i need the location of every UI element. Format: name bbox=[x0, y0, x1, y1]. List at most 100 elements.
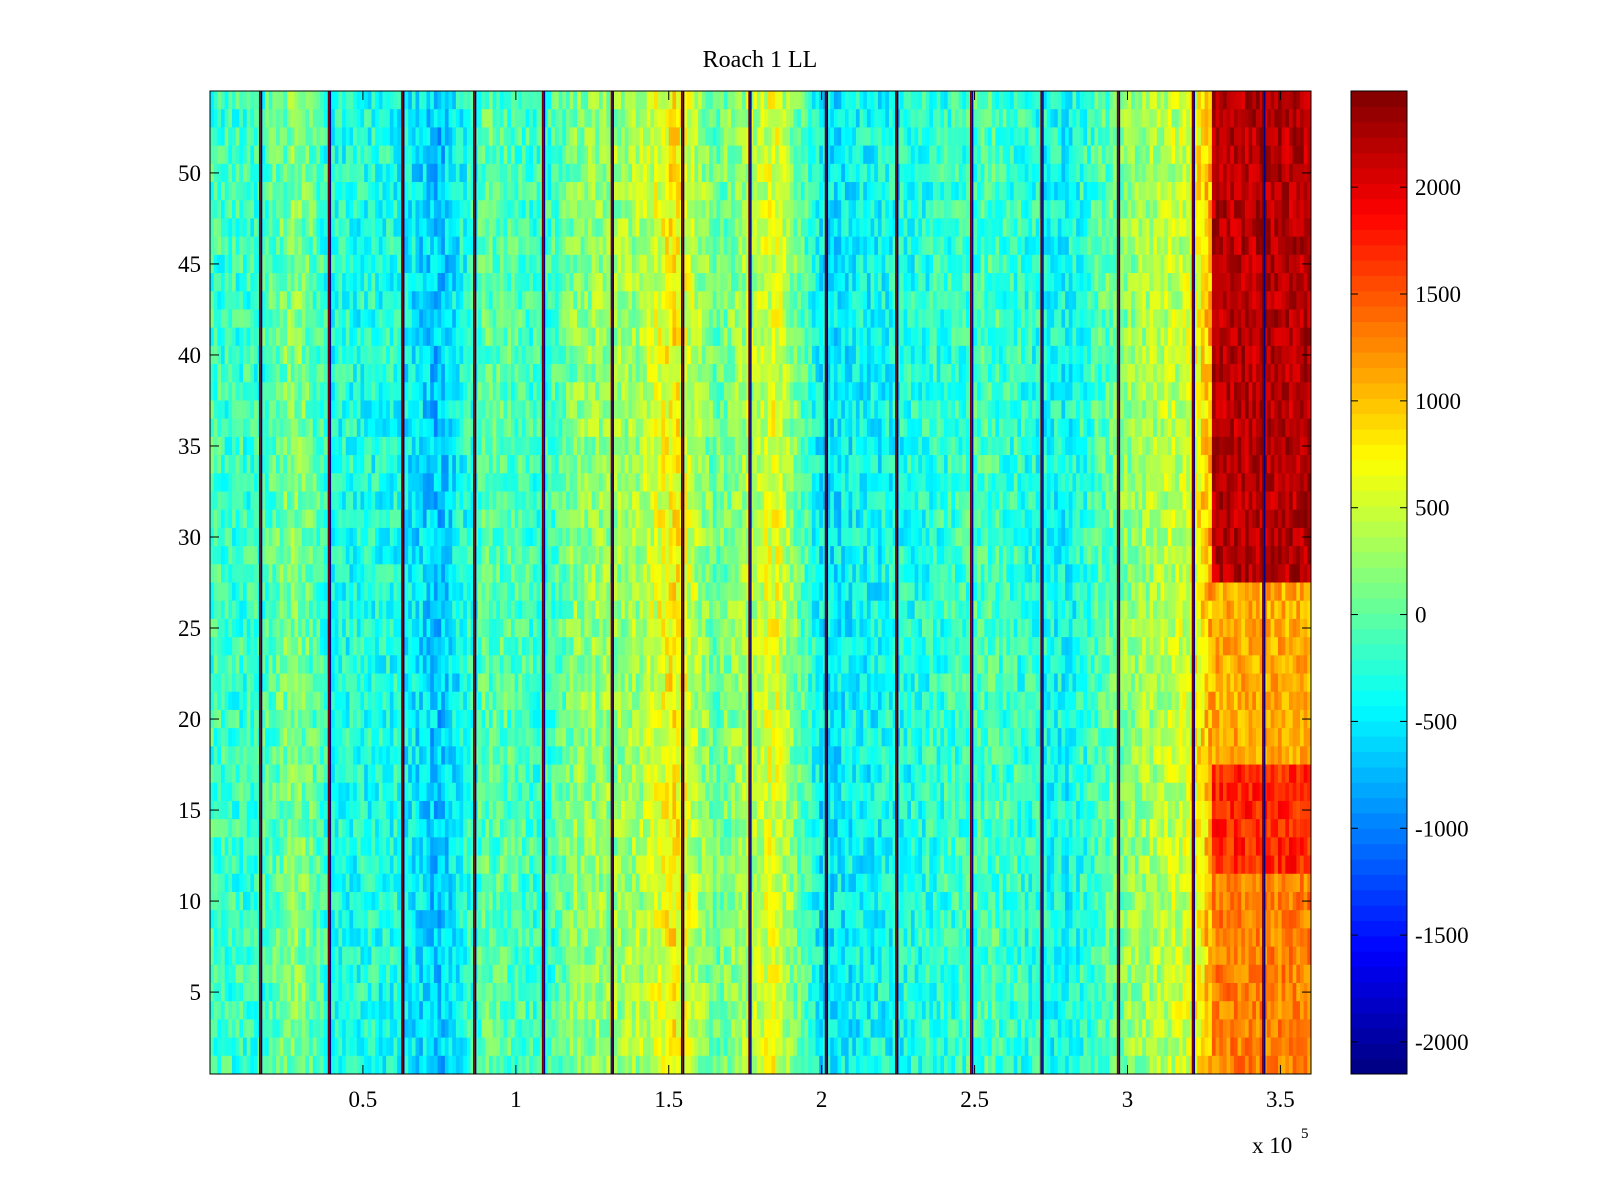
heatmap-cell bbox=[477, 382, 483, 402]
heatmap-cell bbox=[272, 327, 277, 347]
heatmap-cell bbox=[543, 1001, 549, 1020]
heatmap-cell bbox=[246, 182, 251, 201]
heatmap-cell bbox=[331, 527, 336, 547]
heatmap-cell bbox=[499, 782, 505, 802]
heatmap-cell bbox=[232, 382, 237, 402]
heatmap-cell bbox=[386, 691, 391, 711]
heatmap-cell bbox=[378, 928, 384, 948]
heatmap-cell bbox=[210, 91, 215, 110]
heatmap-cell bbox=[448, 964, 453, 984]
heatmap-cell bbox=[518, 855, 523, 875]
heatmap-cell bbox=[415, 382, 420, 402]
heatmap-cell bbox=[419, 327, 424, 347]
heatmap-cell bbox=[342, 782, 347, 802]
heatmap-cell bbox=[503, 873, 508, 893]
heatmap-cell bbox=[272, 163, 277, 183]
heatmap-cell bbox=[268, 527, 273, 547]
heatmap-cell bbox=[415, 163, 420, 183]
heatmap-cell bbox=[499, 964, 505, 984]
heatmap-cell bbox=[474, 746, 479, 766]
heatmap-cell bbox=[221, 637, 226, 656]
heatmap-cell bbox=[353, 746, 358, 766]
heatmap-cell bbox=[239, 145, 244, 165]
heatmap-cell bbox=[261, 327, 266, 347]
heatmap-cell bbox=[433, 182, 439, 201]
heatmap-cell bbox=[433, 327, 439, 347]
heatmap-cell bbox=[276, 709, 281, 729]
heatmap-cell bbox=[279, 673, 284, 693]
heatmap-cell bbox=[356, 400, 362, 420]
heatmap-cell bbox=[411, 910, 417, 929]
heatmap-cell bbox=[261, 837, 266, 857]
heatmap-cell bbox=[221, 273, 226, 292]
heatmap-cell bbox=[228, 618, 233, 638]
heatmap-cell bbox=[499, 527, 505, 547]
heatmap-cell bbox=[217, 982, 222, 1002]
heatmap-cell bbox=[375, 637, 380, 656]
heatmap-cell bbox=[290, 1037, 296, 1057]
heatmap-cell bbox=[536, 254, 541, 274]
heatmap-cell bbox=[518, 527, 523, 547]
heatmap-cell bbox=[521, 1055, 527, 1074]
heatmap-cells bbox=[210, 91, 1311, 1074]
heatmap-cell bbox=[536, 145, 541, 165]
heatmap-cell bbox=[415, 637, 420, 656]
heatmap-cell bbox=[525, 436, 530, 456]
heatmap-cell bbox=[309, 655, 314, 675]
heatmap-cell bbox=[349, 436, 354, 456]
heatmap-cell bbox=[254, 327, 259, 347]
heatmap-cell bbox=[356, 982, 362, 1002]
heatmap-cell bbox=[228, 819, 233, 838]
heatmap-cell bbox=[375, 418, 380, 438]
heatmap-cell bbox=[485, 709, 490, 729]
heatmap-cell bbox=[331, 855, 336, 875]
heatmap-cell bbox=[521, 673, 527, 693]
heatmap-cell bbox=[543, 764, 549, 784]
heatmap-cell bbox=[316, 218, 321, 238]
heatmap-cell bbox=[356, 127, 362, 147]
heatmap-cell bbox=[301, 946, 307, 966]
heatmap-cell bbox=[349, 618, 354, 638]
heatmap-cell bbox=[426, 254, 431, 274]
heatmap-cell bbox=[290, 418, 296, 438]
heatmap-cell bbox=[536, 819, 541, 838]
heatmap-cell bbox=[272, 728, 277, 747]
heatmap-cell bbox=[419, 582, 424, 602]
heatmap-cell bbox=[477, 145, 483, 165]
heatmap-cell bbox=[272, 436, 277, 456]
heatmap-cell bbox=[393, 982, 398, 1002]
heatmap-cell bbox=[353, 891, 358, 911]
heatmap-cell bbox=[375, 600, 380, 620]
heatmap-cell bbox=[305, 418, 310, 438]
heatmap-cell bbox=[334, 473, 340, 493]
heatmap-cell bbox=[510, 855, 516, 875]
heatmap-cell bbox=[499, 473, 505, 493]
heatmap-cell bbox=[323, 1037, 329, 1057]
heatmap-cell bbox=[437, 709, 442, 729]
heatmap-cell bbox=[430, 273, 435, 292]
heatmap-cell bbox=[353, 273, 358, 292]
heatmap-cell bbox=[463, 273, 468, 292]
heatmap-cell bbox=[353, 473, 358, 493]
heatmap-cell bbox=[320, 855, 325, 875]
heatmap-cell bbox=[408, 163, 413, 183]
heatmap-cell bbox=[279, 200, 284, 220]
heatmap-cell bbox=[279, 982, 284, 1002]
heatmap-cell bbox=[228, 400, 233, 420]
heatmap-cell bbox=[485, 127, 490, 147]
heatmap-cell bbox=[356, 436, 362, 456]
heatmap-cell bbox=[338, 1055, 343, 1074]
heatmap-cell bbox=[235, 473, 240, 493]
heatmap-cell bbox=[276, 91, 281, 110]
heatmap-cell bbox=[309, 546, 314, 565]
heatmap-cell bbox=[419, 1001, 424, 1020]
heatmap-cell bbox=[404, 982, 409, 1002]
heatmap-cell bbox=[437, 546, 442, 565]
heatmap-cell bbox=[463, 418, 468, 438]
heatmap-cell bbox=[481, 145, 486, 165]
heatmap-cell bbox=[371, 910, 376, 929]
heatmap-cell bbox=[316, 891, 321, 911]
heatmap-cell bbox=[455, 819, 461, 838]
heatmap-cell bbox=[349, 800, 354, 820]
heatmap-cell bbox=[342, 236, 347, 256]
